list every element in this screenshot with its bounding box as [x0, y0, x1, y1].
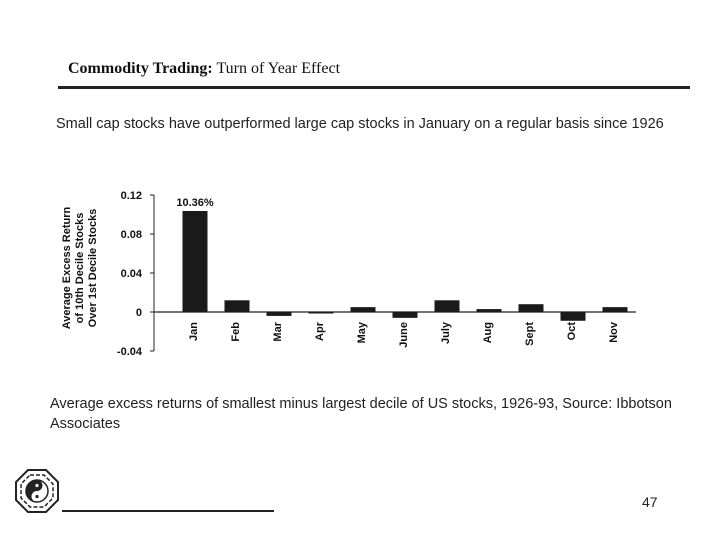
excess-return-bar-chart: Average Excess Return of 10th Decile Sto… [61, 190, 636, 358]
x-tick-label-oct: Oct [566, 322, 578, 341]
y-tick-label: 0.12 [121, 190, 142, 202]
x-tick-label-apr: Apr [314, 321, 326, 341]
footer-divider [62, 510, 274, 512]
bar-nov [602, 307, 628, 312]
bar-aug [476, 309, 502, 312]
x-tick-label-aug: Aug [482, 322, 494, 343]
x-axis-ticks: Jan Feb Mar Apr May June July Aug Sept Oct Nov [188, 321, 620, 348]
bar-series [182, 210, 628, 321]
x-tick-label-may: May [356, 321, 368, 343]
bar-sept [518, 304, 544, 312]
bar-apr [308, 312, 334, 314]
y-tick-label: 0.04 [121, 268, 143, 280]
slide-title-bold: Commodity Trading: [68, 60, 213, 77]
bar-oct [560, 312, 586, 321]
intro-text: Small cap stocks have outperformed large… [56, 116, 664, 132]
y-tick-label: -0.04 [117, 346, 143, 358]
bar-june [392, 312, 418, 318]
bar-jan [182, 210, 208, 312]
chart-caption: Average excess returns of smallest minus… [50, 396, 672, 432]
page-number: 47 [642, 494, 658, 510]
y-axis-label-group: Average Excess Return of 10th Decile Sto… [61, 206, 99, 329]
x-tick-label-jan: Jan [188, 322, 200, 341]
y-axis-label-line-1: Average Excess Return [61, 206, 73, 329]
bar-mar [266, 312, 292, 316]
y-axis-label-line-3: Over 1st Decile Stocks [87, 209, 99, 328]
y-tick-label: 0 [136, 307, 142, 319]
y-axis-label-line-2: of 10th Decile Stocks [74, 213, 86, 324]
x-tick-label-july: July [440, 321, 452, 344]
bagua-octagon-logo-icon [14, 468, 60, 519]
bar-july [434, 300, 460, 312]
x-tick-label-mar: Mar [272, 321, 284, 341]
jan-data-label: 10.36% [176, 197, 214, 209]
bar-feb [224, 300, 250, 312]
x-tick-label-june: June [398, 322, 410, 348]
chart-container: Average Excess Return of 10th Decile Sto… [56, 178, 656, 363]
x-tick-label-sept: Sept [524, 322, 536, 346]
bar-may [350, 307, 376, 312]
title-divider [58, 86, 690, 89]
x-tick-label-feb: Feb [230, 322, 242, 342]
y-tick-label: 0.08 [121, 229, 142, 241]
slide-title-rest: Turn of Year Effect [212, 60, 341, 77]
y-axis-ticks: 0.12 0.08 0.04 0 -0.04 [117, 190, 154, 358]
slide-title: Commodity Trading: Turn of Year Effect [68, 60, 340, 78]
x-tick-label-nov: Nov [608, 321, 620, 343]
